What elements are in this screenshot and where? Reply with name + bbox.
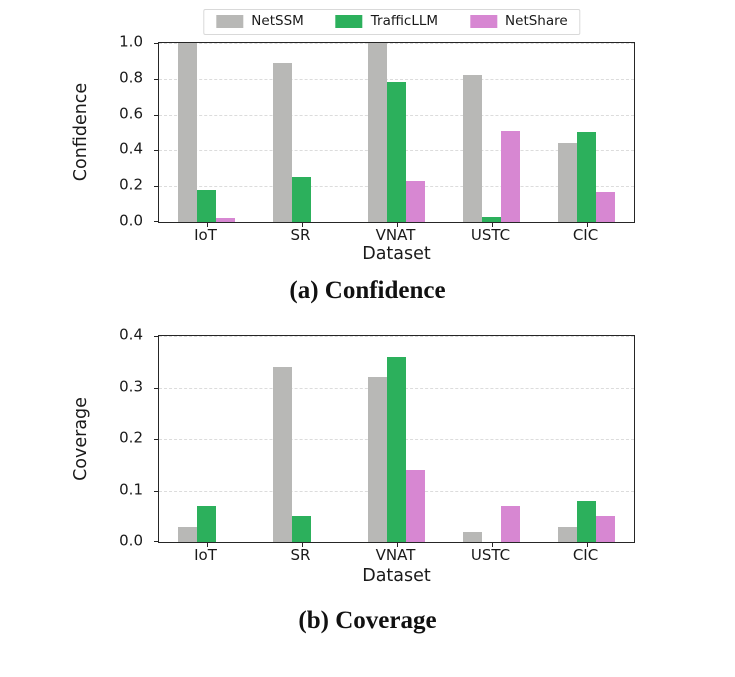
y-tick-mark [154, 541, 158, 542]
bar-NetSSM-IoT [178, 43, 197, 222]
y-tick-label: 0.0 [119, 211, 143, 230]
bar-NetShare-USTC [501, 131, 520, 222]
y-tick-mark [154, 490, 158, 492]
bar-NetShare-CIC [596, 192, 615, 222]
bar-NetShare-IoT [216, 218, 235, 222]
gridline [159, 43, 634, 44]
trafficllm-color-swatch [335, 15, 363, 29]
y-tick-mark [154, 150, 158, 152]
y-tick-label: 0.4 [119, 325, 143, 344]
bar-NetSSM-IoT [178, 527, 197, 542]
bar-NetSSM-USTC [463, 532, 482, 542]
x-tick-label-IoT: IoT [194, 546, 217, 564]
bar-TrafficLLM-IoT [197, 506, 216, 542]
x-tick-label-CIC: CIC [572, 546, 599, 564]
bar-NetSSM-SR [273, 63, 292, 222]
subfigure-a-caption: (a) Confidence [289, 277, 446, 304]
y-tick-mark [154, 43, 158, 44]
bar-NetShare-VNAT [406, 470, 425, 542]
y-tick-label: 1.0 [119, 32, 143, 51]
x-tick-label-SR: SR [290, 226, 311, 244]
legend: NetSSM TrafficLLM NetShare [203, 9, 581, 35]
legend-label-netshare: NetShare [505, 13, 568, 29]
x-tick-label-USTC: USTC [470, 226, 511, 244]
x-tick-mark [491, 223, 493, 227]
y-tick-mark [154, 114, 158, 116]
y-tick-mark [154, 439, 158, 440]
coverage-plot-area [154, 335, 635, 547]
coverage-x-tick-labels: IoT SR VNAT USTC CIC [158, 547, 635, 565]
confidence-y-tick-labels: 0.0 0.2 0.4 0.6 0.8 1.0 [0, 34, 151, 228]
coverage-y-tick-labels: 0.0 0.1 0.2 0.3 0.4 [0, 327, 151, 548]
y-tick-label: 0.6 [119, 104, 143, 123]
y-tick-label: 0.8 [119, 68, 143, 87]
coverage-x-axis-label: Dataset [362, 566, 431, 586]
subfigure-b-caption: (b) Coverage [298, 607, 437, 634]
legend-label-netssm: NetSSM [251, 13, 304, 29]
x-tick-mark [586, 223, 588, 227]
x-tick-label-CIC: CIC [572, 226, 599, 244]
y-tick-mark [154, 186, 158, 188]
x-tick-mark [206, 223, 208, 227]
x-tick-label-IoT: IoT [194, 226, 217, 244]
legend-label-trafficllm: TrafficLLM [370, 13, 439, 29]
confidence-plot-area [154, 42, 635, 227]
bar-TrafficLLM-IoT [197, 190, 216, 222]
bar-NetSSM-CIC [558, 143, 577, 222]
bar-NetSSM-VNAT [368, 43, 387, 222]
y-tick-label: 0.2 [119, 175, 143, 194]
x-tick-mark [396, 223, 398, 227]
gridline [159, 78, 634, 80]
bar-NetShare-USTC [501, 506, 520, 542]
x-tick-mark [301, 223, 303, 227]
x-tick-mark [491, 543, 493, 547]
x-tick-mark [396, 543, 398, 547]
netssm-color-swatch [216, 15, 244, 29]
bar-NetSSM-USTC [463, 75, 482, 222]
bar-NetShare-VNAT [406, 181, 425, 222]
y-tick-label: 0.3 [119, 377, 143, 395]
bar-NetSSM-VNAT [368, 377, 387, 542]
gridline [159, 336, 634, 337]
y-tick-mark [154, 336, 158, 337]
x-tick-mark [206, 543, 208, 547]
bar-NetShare-CIC [596, 516, 615, 542]
netshare-color-swatch [470, 15, 498, 29]
y-tick-label: 0.4 [119, 139, 143, 158]
y-tick-label: 0.2 [119, 428, 143, 447]
x-tick-mark [586, 543, 588, 547]
confidence-x-tick-labels: IoT SR VNAT USTC CIC [158, 227, 635, 245]
bar-TrafficLLM-SR [292, 516, 311, 542]
legend-item-netssm: NetSSM [216, 13, 304, 29]
bar-TrafficLLM-VNAT [387, 357, 406, 542]
x-tick-label-SR: SR [290, 546, 311, 564]
bar-TrafficLLM-USTC [482, 217, 501, 222]
bar-TrafficLLM-CIC [577, 501, 596, 542]
legend-item-trafficllm: TrafficLLM [335, 13, 439, 29]
confidence-x-axis-label: Dataset [362, 244, 431, 264]
x-tick-label-VNAT: VNAT [375, 226, 416, 244]
bar-NetSSM-SR [273, 367, 292, 542]
y-tick-mark [154, 387, 158, 389]
bar-NetSSM-CIC [558, 527, 577, 542]
y-tick-label: 0.1 [119, 480, 143, 498]
x-tick-mark [301, 543, 303, 547]
x-tick-label-USTC: USTC [470, 546, 511, 564]
y-tick-mark [154, 78, 158, 80]
y-tick-label: 0.0 [119, 531, 143, 550]
x-tick-label-VNAT: VNAT [375, 546, 416, 564]
bar-TrafficLLM-VNAT [387, 82, 406, 222]
bar-TrafficLLM-SR [292, 177, 311, 222]
legend-item-netshare: NetShare [470, 13, 568, 29]
bar-TrafficLLM-CIC [577, 132, 596, 222]
y-tick-mark [154, 221, 158, 222]
